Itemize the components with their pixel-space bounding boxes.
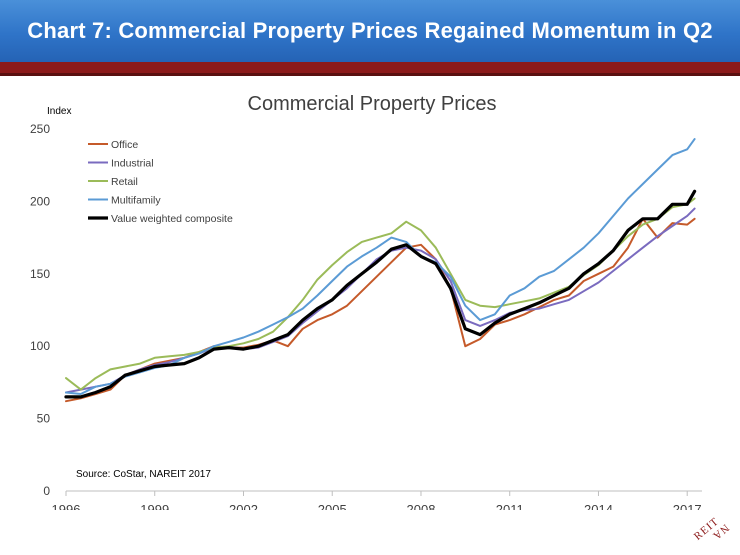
legend-entry: Retail bbox=[111, 176, 138, 188]
line-chart: Commercial Property Prices Index 0 50 100 1… bbox=[30, 93, 702, 510]
series-lines bbox=[64, 138, 697, 403]
source-note: Source: CoStar, NAREIT 2017 bbox=[76, 469, 211, 480]
x-tick-label: 1996 bbox=[52, 502, 81, 510]
y-tick-label: 100 bbox=[30, 339, 50, 353]
chart-title: Commercial Property Prices bbox=[248, 93, 497, 115]
y-tick-label: 50 bbox=[37, 412, 51, 426]
y-tick-label: 150 bbox=[30, 267, 50, 281]
series-line-value-weighted-composite bbox=[64, 189, 697, 399]
x-tick-label: 2005 bbox=[318, 502, 347, 510]
x-tick-label: 2011 bbox=[496, 502, 524, 510]
y-tick-label: 250 bbox=[30, 122, 50, 136]
chart-legend: Office Industrial Retail Multifamily Value w… bbox=[88, 139, 233, 225]
x-tick-label: 1999 bbox=[140, 502, 169, 510]
legend-entry: Office bbox=[111, 139, 138, 151]
header-banner bbox=[0, 0, 740, 62]
page-title: Chart 7: Commercial Property Prices Rega… bbox=[27, 18, 713, 43]
x-tick-label: 2008 bbox=[407, 502, 436, 510]
series-line-multifamily bbox=[65, 138, 696, 395]
legend-entry: Value weighted composite bbox=[111, 213, 233, 225]
y-tick-label: 200 bbox=[30, 194, 50, 208]
y-axis-label: Index bbox=[47, 106, 71, 117]
x-tick-label: 2017 bbox=[673, 502, 702, 510]
series-line-retail bbox=[65, 197, 696, 391]
nareit-logo: REIT NA bbox=[692, 515, 731, 542]
y-tick-label: 0 bbox=[43, 484, 50, 498]
x-tick-label: 2002 bbox=[229, 502, 258, 510]
legend-entry: Multifamily bbox=[111, 195, 161, 207]
series-line-office bbox=[65, 217, 696, 403]
accent-bar bbox=[0, 62, 740, 73]
chart-axes: 0 50 100 150 200 250 1996 1999 2002 2005 2008 2011 2… bbox=[30, 122, 702, 510]
x-tick-label: 2014 bbox=[584, 502, 613, 510]
legend-entry: Industrial bbox=[111, 158, 154, 170]
accent-bar-shadow bbox=[0, 73, 740, 76]
